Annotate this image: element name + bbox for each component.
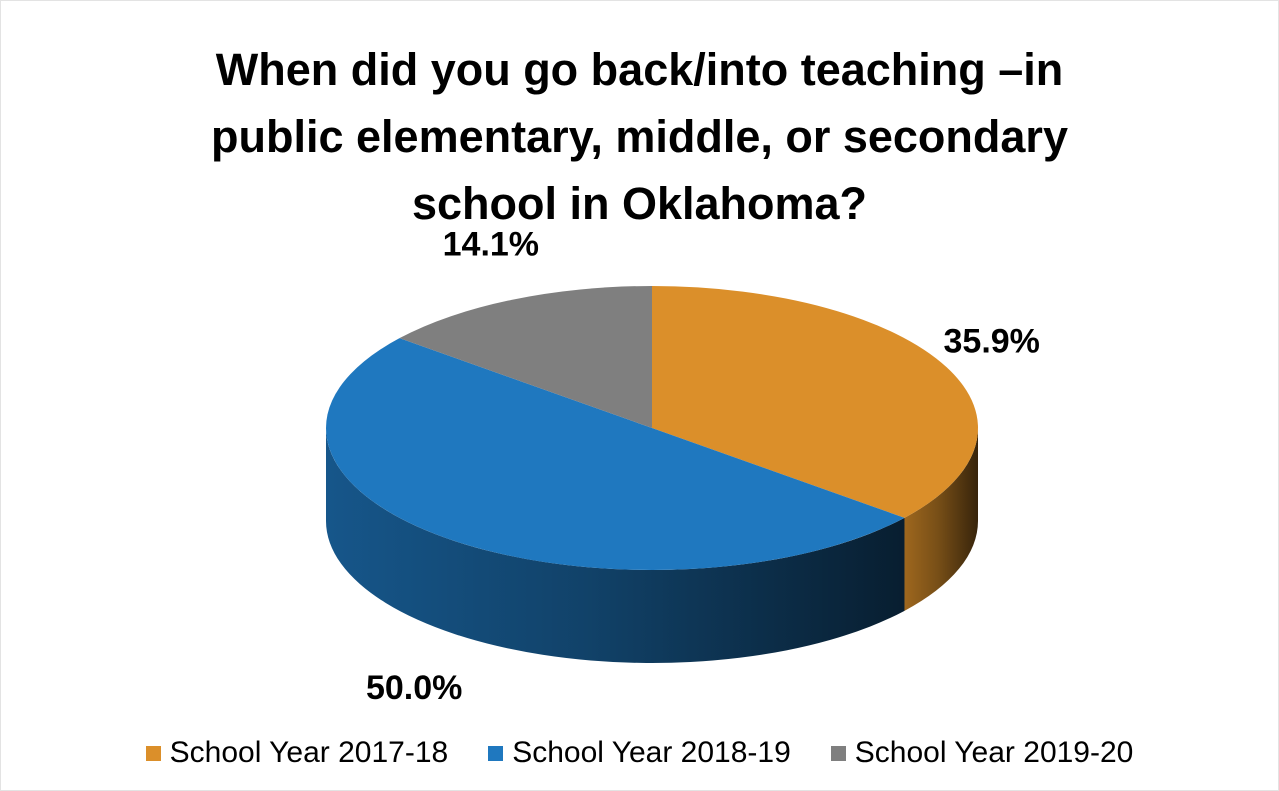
legend-swatch-2017-18 (145, 745, 161, 761)
legend-item-2018-19: School Year 2018-19 (488, 736, 791, 770)
legend-label-2019-20: School Year 2019-20 (854, 736, 1134, 769)
chart-title-line-2: public elementary, middle, or secondary (211, 111, 1068, 162)
legend-item-2017-18: School Year 2017-18 (145, 736, 449, 770)
pie-slice-2019-20 (399, 286, 652, 428)
data-label-2017-18: 35.9% (944, 323, 1040, 361)
chart-title: When did you go back/into teaching –in p… (0, 36, 1279, 237)
legend-item-2019-20: School Year 2019-20 (830, 736, 1134, 770)
pie-side-2018-19 (326, 428, 905, 663)
pie-slice-2017-18 (652, 286, 978, 518)
pie-slice-2018-19 (326, 338, 905, 570)
chart-title-line-1: When did you go back/into teaching –in (215, 44, 1064, 95)
legend-label-2017-18: School Year 2017-18 (169, 736, 449, 769)
legend: School Year 2017-18 School Year 2018-19 … (0, 736, 1279, 770)
data-label-2018-19: 50.0% (366, 669, 462, 707)
legend-label-2018-19: School Year 2018-19 (512, 736, 791, 769)
chart-title-line-3: school in Oklahoma? (411, 178, 868, 229)
legend-swatch-2018-19 (488, 745, 504, 761)
legend-swatch-2019-20 (830, 745, 846, 761)
pie-side-2017-18 (904, 428, 978, 611)
data-label-2019-20: 14.1% (443, 226, 539, 264)
